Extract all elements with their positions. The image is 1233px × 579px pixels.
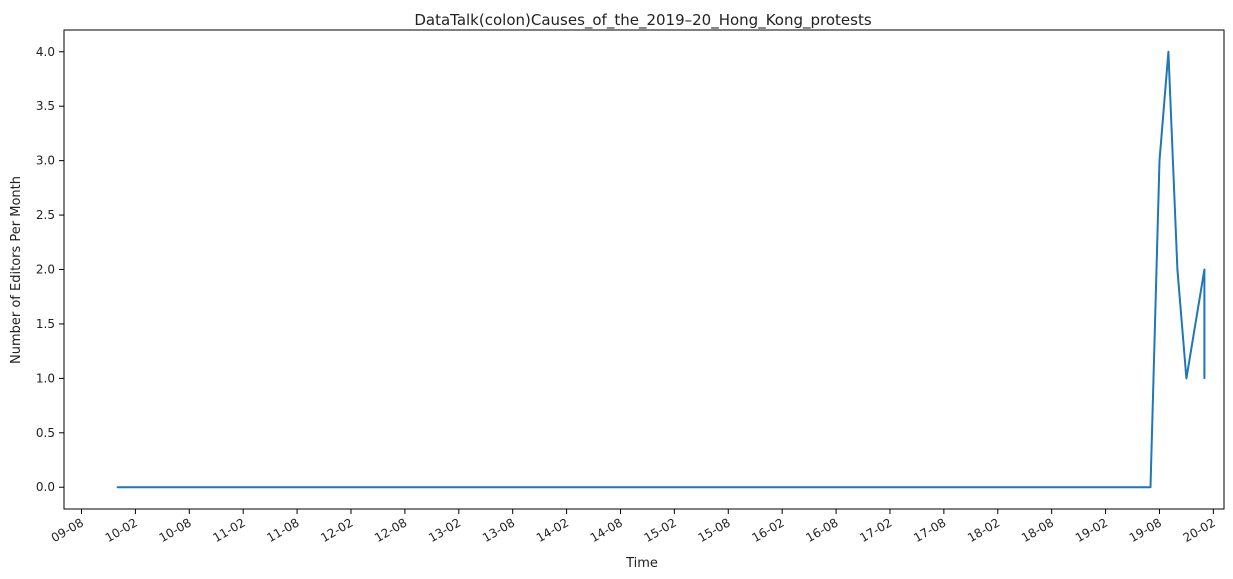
data-point	[116, 486, 119, 489]
y-tick-label: 1.0	[36, 371, 55, 385]
y-tick-label: 2.5	[36, 208, 55, 222]
y-tick-label: 0.0	[36, 480, 55, 494]
y-tick-label: 2.0	[36, 263, 55, 277]
y-tick-label: 1.5	[36, 317, 55, 331]
data-point	[1185, 377, 1188, 380]
data-point	[1167, 50, 1170, 53]
data-point	[1203, 377, 1206, 380]
y-tick-label: 3.5	[36, 99, 55, 113]
data-point	[1158, 159, 1161, 162]
chart-title: DataTalk(colon)Causes_of_the_2019–20_Hon…	[414, 11, 872, 30]
data-point	[1149, 486, 1152, 489]
y-tick-label: 4.0	[36, 45, 55, 59]
x-axis-title: Time	[625, 556, 658, 571]
y-axis: 0.0 0.5 1.0 1.5 2.0 2.5 3.0 3.5 4.0	[36, 45, 64, 494]
data-point	[1194, 323, 1197, 325]
series-points	[116, 50, 1206, 489]
y-axis-title: Number of Editors Per Month	[9, 176, 24, 364]
y-tick-label: 0.5	[36, 426, 55, 440]
data-point	[1176, 268, 1179, 271]
y-tick-label: 3.0	[36, 154, 55, 168]
data-point	[1203, 268, 1206, 271]
